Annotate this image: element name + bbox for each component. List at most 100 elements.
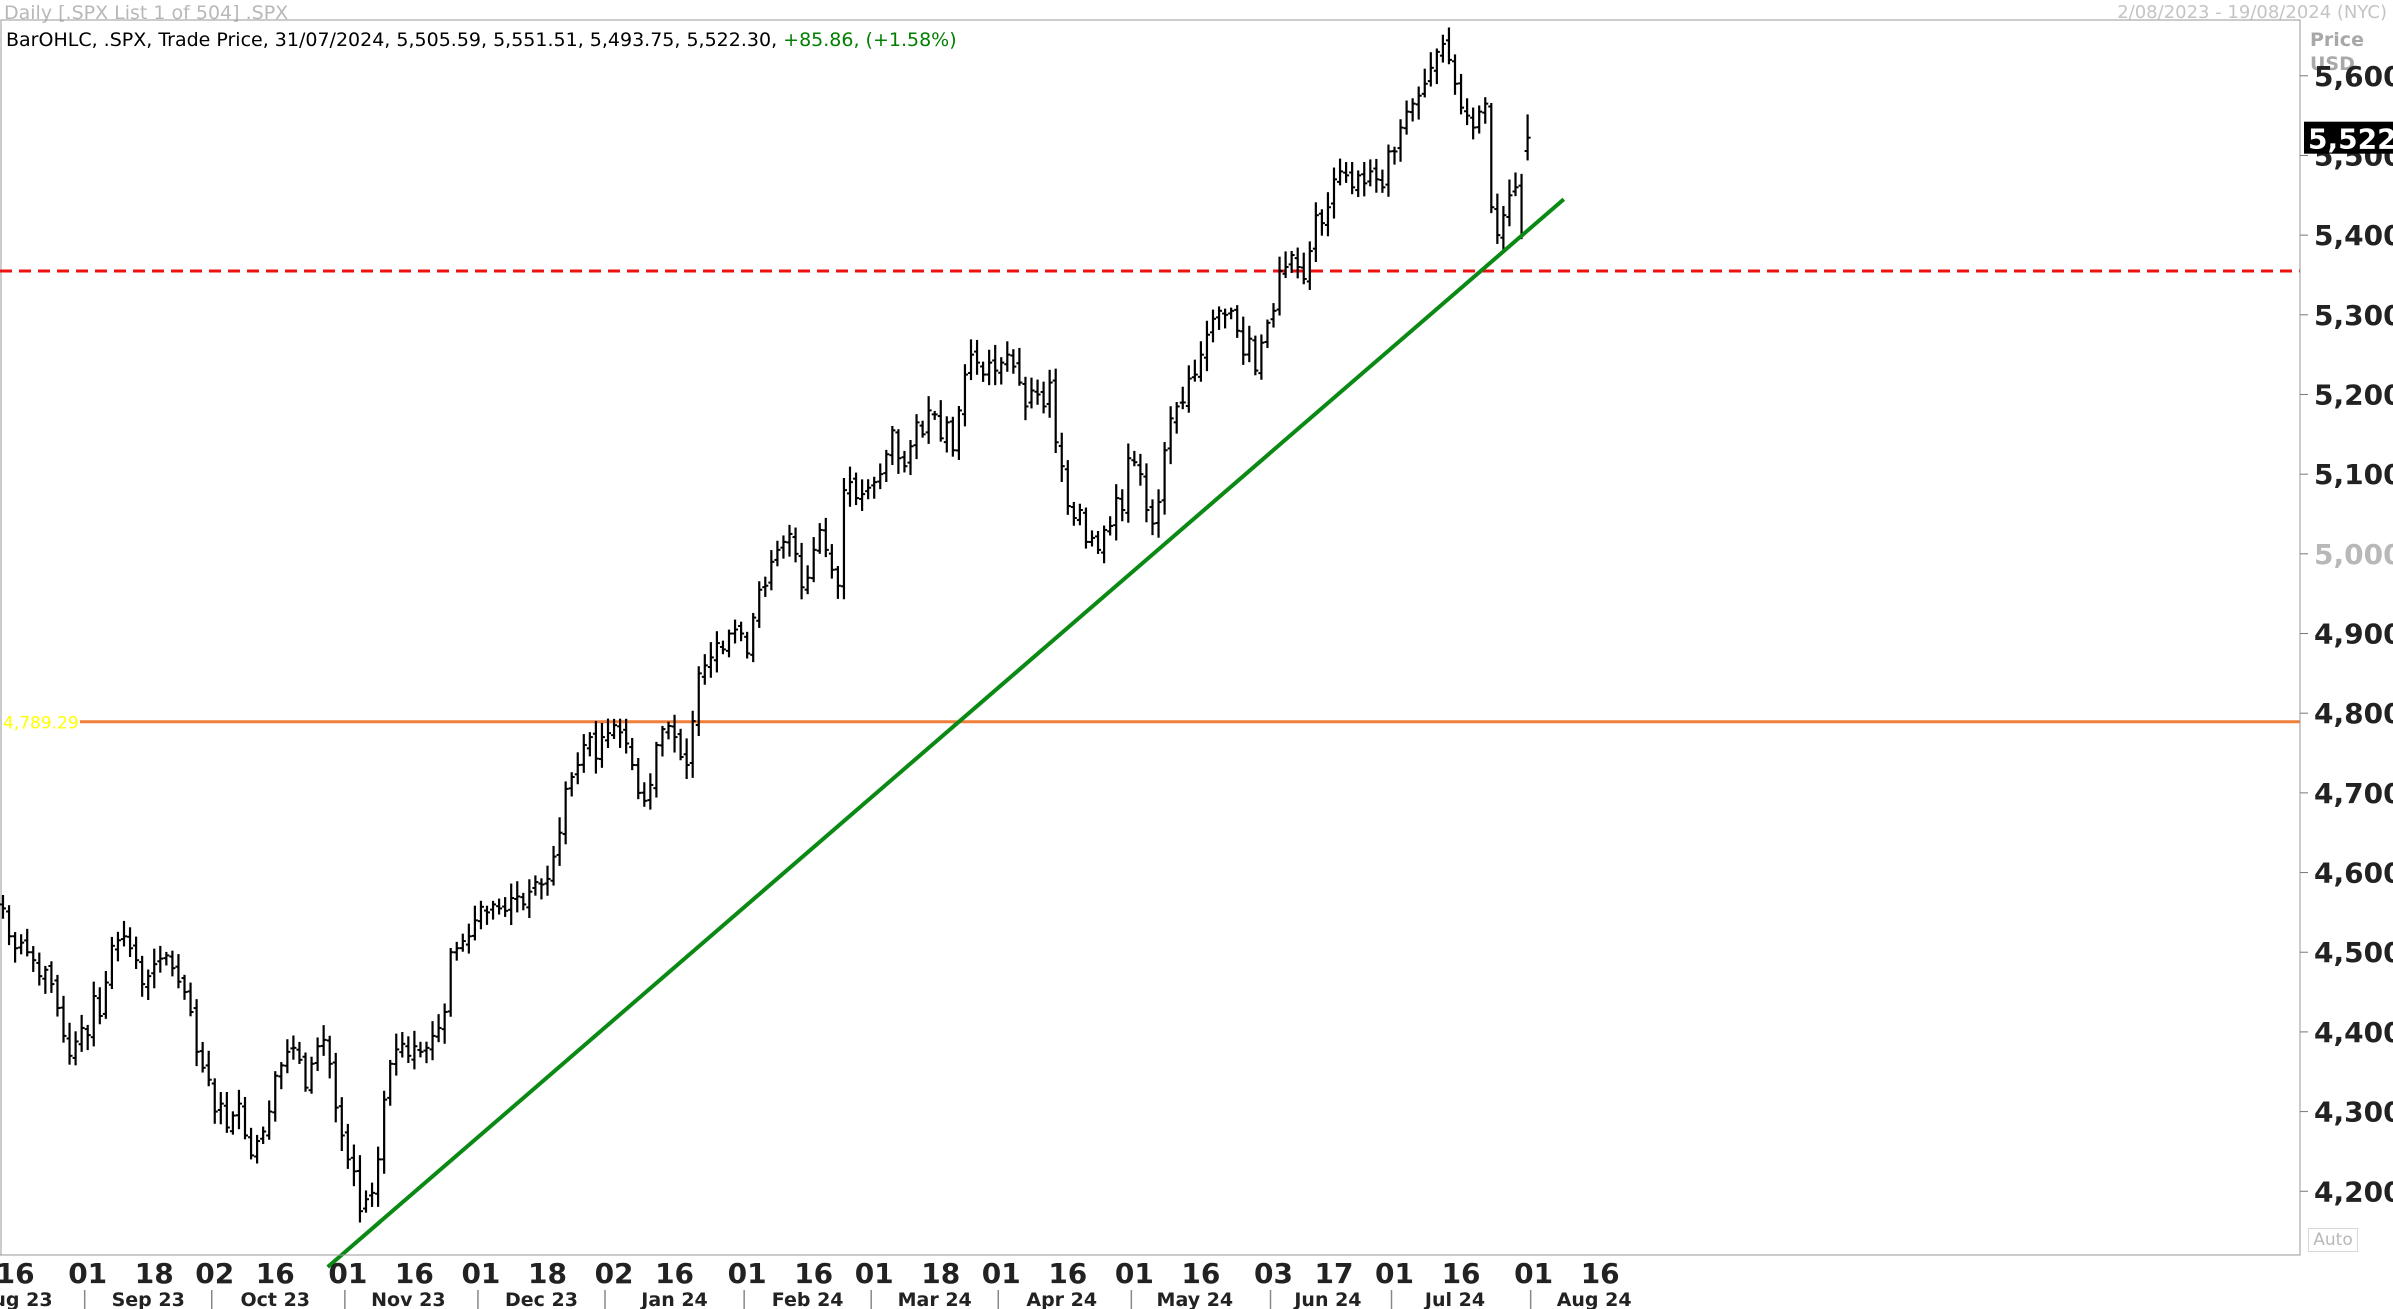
ohlc-bar [1264,319,1271,349]
x-tick-label: 16 [1442,1257,1481,1290]
x-tick-label: 01 [1514,1257,1553,1290]
ohlc-bar [822,517,829,558]
y-tick-label: 4,200 [2314,1175,2393,1208]
ohlc-bar [949,416,956,457]
ohlc-bar [338,1097,345,1151]
ohlc-bar [465,923,472,954]
x-tick-label: 16 [655,1257,694,1290]
ohlc-bar [6,905,13,946]
ohlc-bar [1494,193,1501,244]
ohlc-bar [139,955,146,997]
ohlc-bar [36,952,43,986]
y-tick-label: 4,400 [2314,1016,2393,1049]
ohlc-bar [1119,489,1126,522]
ohlc-bar [24,928,31,957]
ohlc-bar [1095,530,1102,554]
x-month-label: Aug 24 [1557,1289,1632,1309]
ohlc-bar [617,718,624,748]
ohlc-bar [925,396,932,444]
ohlc-bar [1004,341,1011,372]
ohlc-bar [1488,102,1495,214]
ohlc-bar [732,619,739,644]
ohlc-bar [1343,162,1350,183]
ohlc-bar [1258,334,1265,380]
ohlc-bar [1252,335,1259,376]
ohlc-bar [1331,167,1337,219]
ohlc-bar [163,951,170,966]
ohlc-bar [54,974,61,1017]
ohlc-bar [1300,252,1307,285]
y-tick-label: 4,600 [2314,857,2393,890]
x-month-label: Apr 24 [1026,1289,1097,1309]
ohlc-bar [1439,34,1446,63]
ohlc-bar [738,621,745,642]
ohlc-bar [242,1096,248,1140]
ohlc-bar [290,1035,297,1060]
ohlc-bar [895,429,902,474]
ohlc-bar [1506,179,1513,227]
ohlc-bar [859,479,866,511]
ohlc-bar [707,642,714,678]
ohlc-bar [381,1090,388,1174]
ohlc-bar [417,1041,424,1058]
ohlc-bar [145,969,152,1000]
ohlc-bar [1270,303,1277,328]
x-month-label: Jan 24 [639,1289,707,1309]
x-tick-label: 18 [135,1257,174,1290]
y-tick-label: 5,200 [2314,378,2393,411]
ohlc-bar [1482,97,1489,124]
ohlc-bar [1161,442,1168,515]
ohlc-bar [1318,209,1325,236]
x-tick-label: 18 [921,1257,960,1290]
ohlc-bar [181,974,188,1000]
x-tick-label: 01 [328,1257,367,1290]
ohlc-bar [1397,119,1404,162]
ohlc-bar [1228,307,1235,320]
ohlc-bar [828,544,835,579]
ohlc-bar [1137,453,1144,486]
y-tick-label: 5,600 [2314,60,2393,93]
ohlc-bar [1324,192,1331,237]
ohlc-bar [272,1071,279,1122]
ohlc-bar [889,425,896,466]
ohlc-bar [1040,381,1047,414]
ohlc-bar [1445,27,1452,65]
x-tick-label: 16 [256,1257,295,1290]
chart-title: Daily [.SPX List 1 of 504] .SPX [4,2,289,24]
ohlc-bar [1185,365,1192,413]
ohlc-bar [1089,530,1095,547]
ohlc-bar [1191,359,1198,382]
ohlc-bar [865,479,872,500]
ohlc-bar [532,875,539,896]
ohlc-bar [955,406,962,460]
auto-scale-button[interactable]: Auto [2308,1228,2358,1252]
ohlc-bar [774,540,781,567]
ohlc-bar [42,965,49,994]
ohlc-bar [1052,368,1059,454]
ohlc-bar [254,1134,261,1164]
ohlc-bar [1210,309,1216,343]
ohlc-bar [1470,107,1477,140]
ohlc-bar [363,1190,369,1213]
x-month-label: Sep 23 [112,1289,185,1309]
ohlc-bar [266,1100,273,1140]
ohlc-bar [490,900,497,920]
ohlc-bar [756,581,763,628]
support-line-label: 4,789.29 [3,714,79,734]
ohlc-bar [1203,320,1210,372]
ohlc-bar [1306,241,1313,290]
ohlc-bar [538,878,545,900]
ohlc-bar [568,772,575,797]
date-range: 2/08/2023 - 19/08/2024 (NYC) [2117,2,2387,23]
ohlc-bar [308,1056,315,1094]
ohlc-bar [60,995,67,1043]
y-tick-label: 5,300 [2314,299,2393,332]
x-tick-label: 02 [195,1257,234,1290]
ohlc-bar [1101,525,1108,564]
ohlc-bar [411,1030,418,1070]
ohlc-bar [344,1123,351,1169]
ohlc-bar [1107,516,1114,536]
ohlc-bar [235,1089,242,1130]
ohlc-bar [653,741,660,798]
